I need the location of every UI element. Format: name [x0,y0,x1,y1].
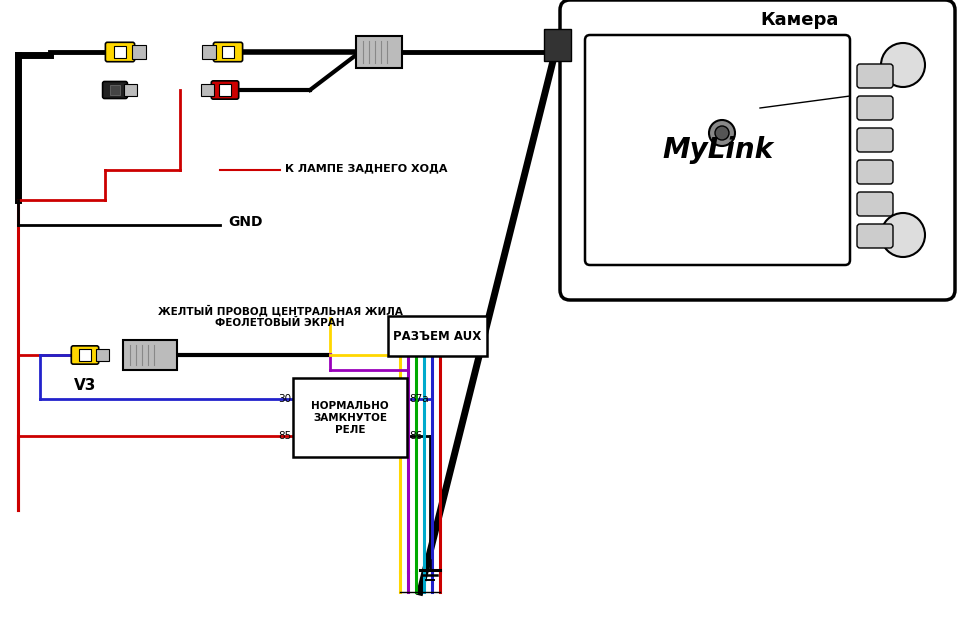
Circle shape [881,213,925,257]
Text: ФЕОЛЕТОВЫЙ ЭКРАН: ФЕОЛЕТОВЫЙ ЭКРАН [215,318,345,328]
Text: РАЗЪЕМ AUX: РАЗЪЕМ AUX [393,330,481,343]
Text: ЗАМКНУТОЕ: ЗАМКНУТОЕ [313,413,387,423]
FancyBboxPatch shape [103,82,128,98]
FancyBboxPatch shape [293,378,407,457]
FancyBboxPatch shape [211,81,239,99]
Text: Камера: Камера [761,11,839,29]
Text: 86: 86 [409,431,422,442]
Circle shape [715,126,729,140]
FancyBboxPatch shape [114,46,126,58]
FancyBboxPatch shape [125,84,137,96]
Text: 30: 30 [277,394,291,404]
Polygon shape [630,70,655,145]
FancyBboxPatch shape [857,64,893,88]
FancyBboxPatch shape [857,224,893,248]
FancyBboxPatch shape [388,316,487,356]
FancyBboxPatch shape [626,31,834,94]
FancyBboxPatch shape [106,42,134,62]
FancyBboxPatch shape [718,55,772,77]
FancyBboxPatch shape [857,192,893,216]
FancyBboxPatch shape [220,84,230,96]
FancyBboxPatch shape [71,346,99,364]
Text: К ЛАМПЕ ЗАДНЕГО ХОДА: К ЛАМПЕ ЗАДНЕГО ХОДА [285,163,447,173]
FancyBboxPatch shape [202,45,216,59]
FancyBboxPatch shape [698,116,747,150]
FancyBboxPatch shape [222,46,234,58]
Text: 85: 85 [277,431,291,442]
FancyBboxPatch shape [857,96,893,120]
FancyBboxPatch shape [560,0,955,300]
FancyBboxPatch shape [201,84,214,96]
FancyBboxPatch shape [544,29,571,61]
FancyBboxPatch shape [857,160,893,184]
FancyBboxPatch shape [96,349,109,361]
FancyBboxPatch shape [585,35,850,265]
FancyBboxPatch shape [213,42,243,62]
Text: РЕЛЕ: РЕЛЕ [335,425,365,435]
Text: НОРМАЛЬНО: НОРМАЛЬНО [311,401,389,411]
Text: ЖЕЛТЫЙ ПРОВОД ЦЕНТРАЛЬНАЯ ЖИЛА: ЖЕЛТЫЙ ПРОВОД ЦЕНТРАЛЬНАЯ ЖИЛА [157,304,402,316]
FancyBboxPatch shape [80,350,90,360]
Circle shape [709,120,735,146]
Text: MyLink: MyLink [662,136,773,164]
FancyBboxPatch shape [132,45,146,59]
FancyBboxPatch shape [757,52,853,98]
Text: GND: GND [228,215,262,229]
Circle shape [881,43,925,87]
FancyBboxPatch shape [123,340,177,370]
Text: V3: V3 [74,378,96,392]
FancyBboxPatch shape [857,128,893,152]
FancyBboxPatch shape [356,36,402,68]
FancyBboxPatch shape [110,85,120,95]
Text: 87a: 87a [409,394,428,404]
